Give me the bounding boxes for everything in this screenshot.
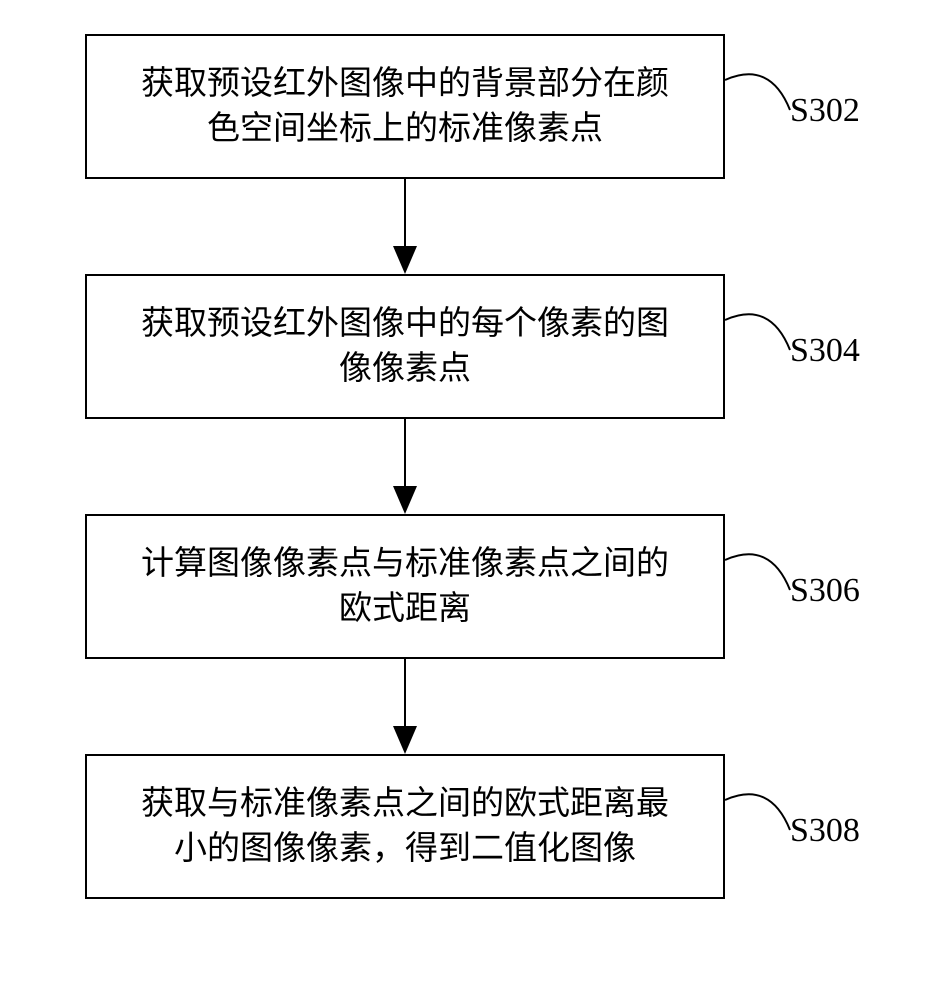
curve-2 [725,314,790,350]
step-box-4: 获取与标准像素点之间的欧式距离最 小的图像像素，得到二值化图像 [85,754,725,899]
step-text: 色空间坐标上的标准像素点 [207,107,603,152]
step-text: 获取预设红外图像中的每个像素的图 [141,302,669,347]
step-text: 获取与标准像素点之间的欧式距离最 [141,782,669,827]
step-label-2: S304 [790,332,860,370]
curve-1 [725,74,790,110]
curve-3 [725,554,790,590]
step-box-3: 计算图像像素点与标准像素点之间的 欧式距离 [85,514,725,659]
step-label-1: S302 [790,92,860,130]
step-text: 像像素点 [339,347,471,392]
step-label-3: S306 [790,572,860,610]
step-text: 计算图像像素点与标准像素点之间的 [141,542,669,587]
step-box-2: 获取预设红外图像中的每个像素的图 像像素点 [85,274,725,419]
step-text: 获取预设红外图像中的背景部分在颜 [141,62,669,107]
step-box-1: 获取预设红外图像中的背景部分在颜 色空间坐标上的标准像素点 [85,34,725,179]
flowchart-canvas: 获取预设红外图像中的背景部分在颜 色空间坐标上的标准像素点 获取预设红外图像中的… [0,0,932,1000]
step-label-4: S308 [790,812,860,850]
curve-4 [725,794,790,830]
step-text: 小的图像像素，得到二值化图像 [174,827,636,872]
step-text: 欧式距离 [339,587,471,632]
